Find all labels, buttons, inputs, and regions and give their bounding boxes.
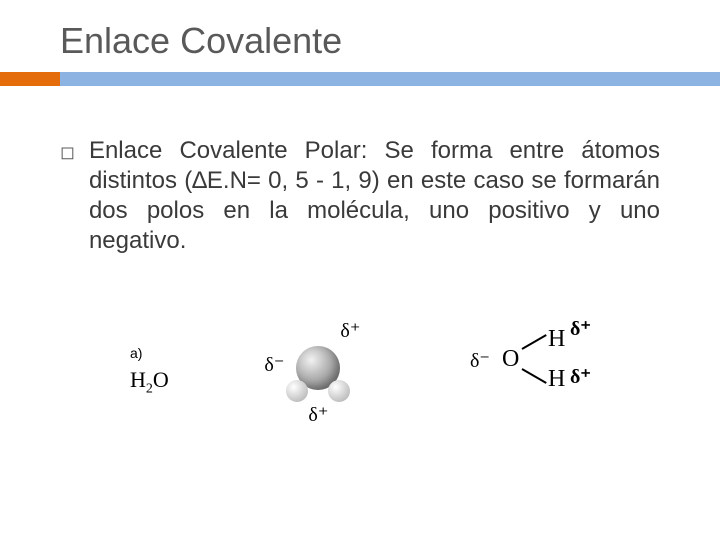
body-paragraph: Enlace Covalente Polar: Se forma entre á… <box>89 136 660 256</box>
charge-delta-plus-bottom: δ⁺ <box>308 402 328 427</box>
figure-label-a: a) <box>130 345 142 361</box>
bullet-block: ◻ Enlace Covalente Polar: Se forma entre… <box>60 136 660 256</box>
struct-bond-top <box>522 334 547 350</box>
struct-delta-minus: δ⁻ <box>470 348 490 373</box>
molecule-3d: δ⁺ δ⁻ δ⁺ <box>254 316 384 426</box>
page-title: Enlace Covalente <box>0 0 720 72</box>
struct-O: O <box>502 346 519 373</box>
content-area: ◻ Enlace Covalente Polar: Se forma entre… <box>0 86 720 426</box>
charge-delta-minus: δ⁻ <box>264 352 284 377</box>
figure-row: a) H2O δ⁺ δ⁻ δ⁺ δ⁻ O H δ⁺ H δ⁺ <box>60 256 660 426</box>
divider-accent <box>0 72 60 86</box>
chemical-formula: H2O <box>130 367 169 397</box>
formula-O: O <box>153 367 169 392</box>
atom-hydrogen-2 <box>328 380 350 402</box>
formula-H: H <box>130 367 146 392</box>
divider-bar <box>0 72 720 86</box>
struct-delta-plus-bottom: δ⁺ <box>570 364 591 389</box>
struct-H-bottom: H <box>548 366 565 393</box>
bullet-marker: ◻ <box>60 136 75 256</box>
molecule-structural: δ⁻ O H δ⁺ H δ⁺ <box>470 316 620 426</box>
divider-main <box>60 72 720 86</box>
struct-delta-plus-top: δ⁺ <box>570 316 591 341</box>
figure-formula-block: a) H2O <box>130 345 169 397</box>
charge-delta-plus-top: δ⁺ <box>340 318 360 343</box>
struct-H-top: H <box>548 326 565 353</box>
atom-hydrogen-1 <box>286 380 308 402</box>
formula-sub-2: 2 <box>146 381 153 396</box>
struct-bond-bottom <box>522 368 547 384</box>
